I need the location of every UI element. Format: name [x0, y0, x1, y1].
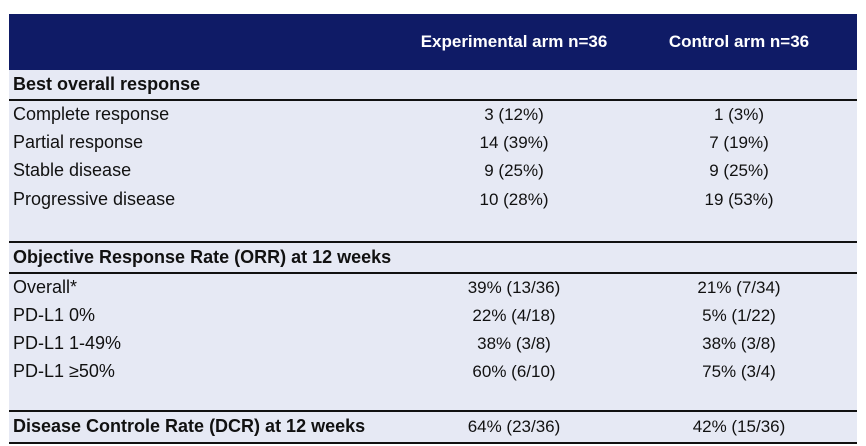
- table-row: PD-L1 1-49% 38% (3/8) 38% (3/8): [9, 329, 857, 358]
- control-value: 38% (3/8): [702, 334, 776, 353]
- control-value: 75% (3/4): [702, 362, 776, 381]
- table-header: Experimental arm n=36 Control arm n=36: [9, 14, 857, 70]
- header-label-cell: [9, 14, 389, 70]
- control-value: 42% (15/36): [692, 417, 786, 436]
- row-label: PD-L1 1-49%: [13, 333, 122, 353]
- section-title: Objective Response Rate (ORR) at 12 week…: [13, 247, 392, 267]
- control-value: 19 (53%): [704, 190, 774, 209]
- section-divider: [9, 410, 857, 412]
- section-title-row: Best overall response: [9, 70, 857, 101]
- experimental-value: 3 (12%): [484, 105, 544, 124]
- control-value: 5% (1/22): [702, 306, 776, 325]
- control-value: 9 (25%): [709, 161, 769, 180]
- table-row: Complete response 3 (12%) 1 (3%): [9, 100, 857, 129]
- experimental-value: 60% (6/10): [472, 362, 556, 381]
- row-label: Partial response: [13, 132, 144, 152]
- row-label: Complete response: [13, 104, 170, 124]
- section-title-row: Objective Response Rate (ORR) at 12 week…: [9, 243, 857, 274]
- table-row: Overall* 39% (13/36) 21% (7/34): [9, 273, 857, 302]
- row-label: PD-L1 0%: [13, 305, 96, 325]
- control-value: 1 (3%): [713, 105, 765, 124]
- control-value: 21% (7/34): [697, 278, 781, 297]
- row-label: Overall*: [13, 277, 78, 297]
- experimental-value: 22% (4/18): [472, 306, 556, 325]
- summary-row: Disease Controle Rate (DCR) at 12 weeks …: [9, 412, 857, 441]
- table-row: Partial response 14 (39%) 7 (19%): [9, 128, 857, 157]
- table-row: PD-L1 ≥50% 60% (6/10) 75% (3/4): [9, 357, 857, 386]
- experimental-value: 9 (25%): [484, 161, 544, 180]
- table-row: Stable disease 9 (25%) 9 (25%): [9, 156, 857, 185]
- experimental-value: 64% (23/36): [467, 417, 561, 436]
- row-label: Progressive disease: [13, 189, 176, 209]
- header-control-arm: Control arm n=36: [668, 32, 810, 51]
- section-title: Disease Controle Rate (DCR) at 12 weeks: [13, 416, 366, 436]
- table-bottom-border: [9, 442, 857, 444]
- row-label: Stable disease: [13, 160, 132, 180]
- response-table: Experimental arm n=36 Control arm n=36 B…: [9, 14, 857, 444]
- table-row: Progressive disease 10 (28%) 19 (53%): [9, 185, 857, 214]
- experimental-value: 14 (39%): [479, 133, 549, 152]
- section-divider: [9, 241, 857, 243]
- experimental-value: 38% (3/8): [477, 334, 551, 353]
- header-experimental-arm: Experimental arm n=36: [420, 32, 608, 51]
- experimental-value: 10 (28%): [479, 190, 549, 209]
- table-row: PD-L1 0% 22% (4/18) 5% (1/22): [9, 301, 857, 330]
- section-title: Best overall response: [13, 74, 201, 94]
- experimental-value: 39% (13/36): [467, 278, 561, 297]
- control-value: 7 (19%): [709, 133, 769, 152]
- table-body: Best overall response Complete response …: [9, 70, 857, 444]
- row-label: PD-L1 ≥50%: [13, 361, 115, 381]
